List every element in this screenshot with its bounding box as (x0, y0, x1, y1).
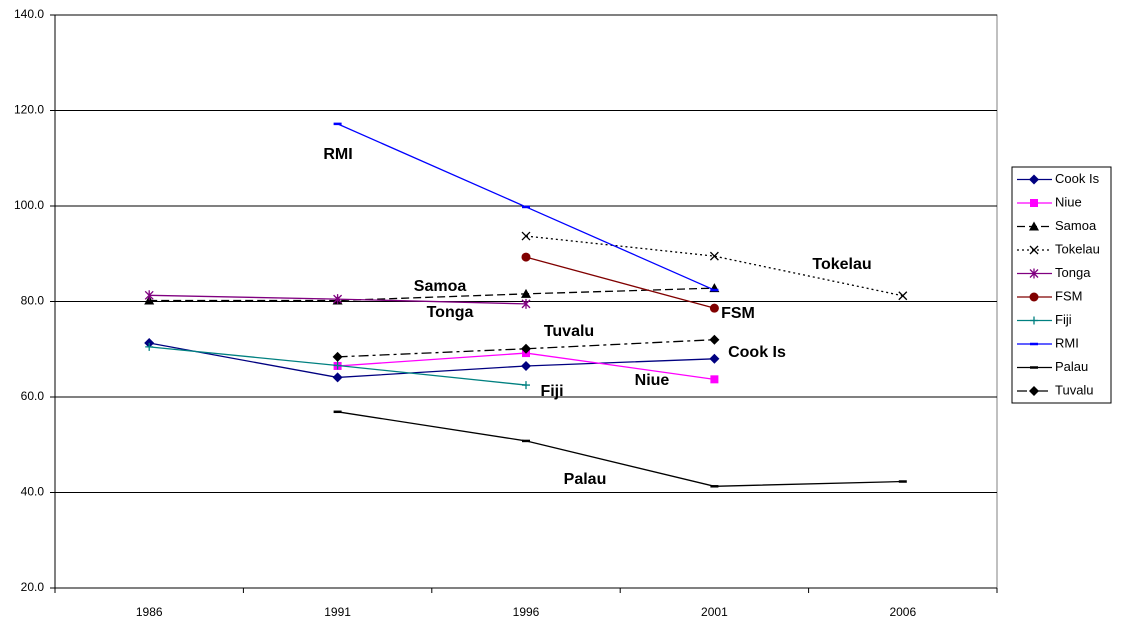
annotation: Samoa (414, 278, 467, 295)
annotation: Tokelau (812, 256, 871, 273)
x-tick-label: 1986 (136, 605, 163, 619)
marker (333, 294, 343, 305)
marker (332, 372, 343, 383)
marker (521, 298, 531, 309)
legend-label: Palau (1055, 359, 1088, 374)
annotation: Cook Is (728, 344, 786, 361)
marker (521, 231, 531, 241)
marker (1029, 221, 1039, 231)
series-line (525, 256, 715, 309)
marker (709, 353, 720, 364)
marker (144, 290, 154, 301)
annotation: Tuvalu (544, 323, 594, 340)
marker (1029, 292, 1039, 302)
marker (1029, 386, 1039, 396)
annotation: FSM (721, 305, 755, 322)
annotation: Fiji (540, 383, 563, 400)
marker (145, 342, 154, 351)
legend-label: Fiji (1055, 312, 1072, 327)
marker (1029, 268, 1039, 279)
annotation: RMI (323, 146, 352, 163)
y-tick-label: 80.0 (21, 294, 45, 308)
marker (522, 381, 530, 390)
legend-box (1011, 166, 1112, 404)
marker (332, 351, 343, 362)
legend-label: Samoa (1055, 218, 1097, 233)
x-tick-label: 1996 (513, 605, 540, 619)
marker (1030, 199, 1038, 207)
y-tick-label: 120.0 (14, 103, 44, 117)
legend-label: Tokelau (1055, 241, 1100, 256)
annotation: Palau (564, 471, 607, 488)
x-tick-label: 2006 (889, 605, 916, 619)
marker (1029, 174, 1039, 185)
legend-label: Niue (1055, 194, 1082, 209)
legend-label: Tuvalu (1055, 382, 1094, 397)
marker (521, 360, 531, 371)
annotation: Niue (635, 372, 670, 389)
legend-label: RMI (1055, 335, 1079, 350)
legend-label: Cook Is (1055, 171, 1100, 186)
marker (709, 334, 720, 345)
marker (710, 375, 719, 384)
y-tick-label: 40.0 (21, 485, 45, 499)
marker (333, 361, 342, 370)
series-line (149, 342, 715, 379)
annotation: Tonga (427, 304, 474, 321)
marker (1029, 245, 1039, 255)
marker (521, 252, 531, 262)
marker (1030, 316, 1038, 325)
y-tick-label: 100.0 (14, 198, 44, 212)
y-tick-label: 140.0 (14, 7, 44, 21)
series-line (337, 411, 903, 487)
legend-label: Tonga (1055, 265, 1091, 280)
marker (521, 288, 531, 298)
legend: Cook Is Niue Samoa Tokelau Tonga FSM Fiji RMI Pa… (1011, 166, 1112, 404)
marker (521, 343, 531, 354)
legend-label: FSM (1055, 288, 1082, 303)
marker (898, 291, 908, 301)
x-tick-label: 2001 (701, 605, 728, 619)
marker (709, 303, 719, 313)
series-line (149, 287, 715, 302)
marker (709, 251, 719, 261)
y-tick-label: 20.0 (21, 580, 45, 594)
x-tick-label: 1991 (324, 605, 351, 619)
y-tick-label: 60.0 (21, 389, 45, 403)
